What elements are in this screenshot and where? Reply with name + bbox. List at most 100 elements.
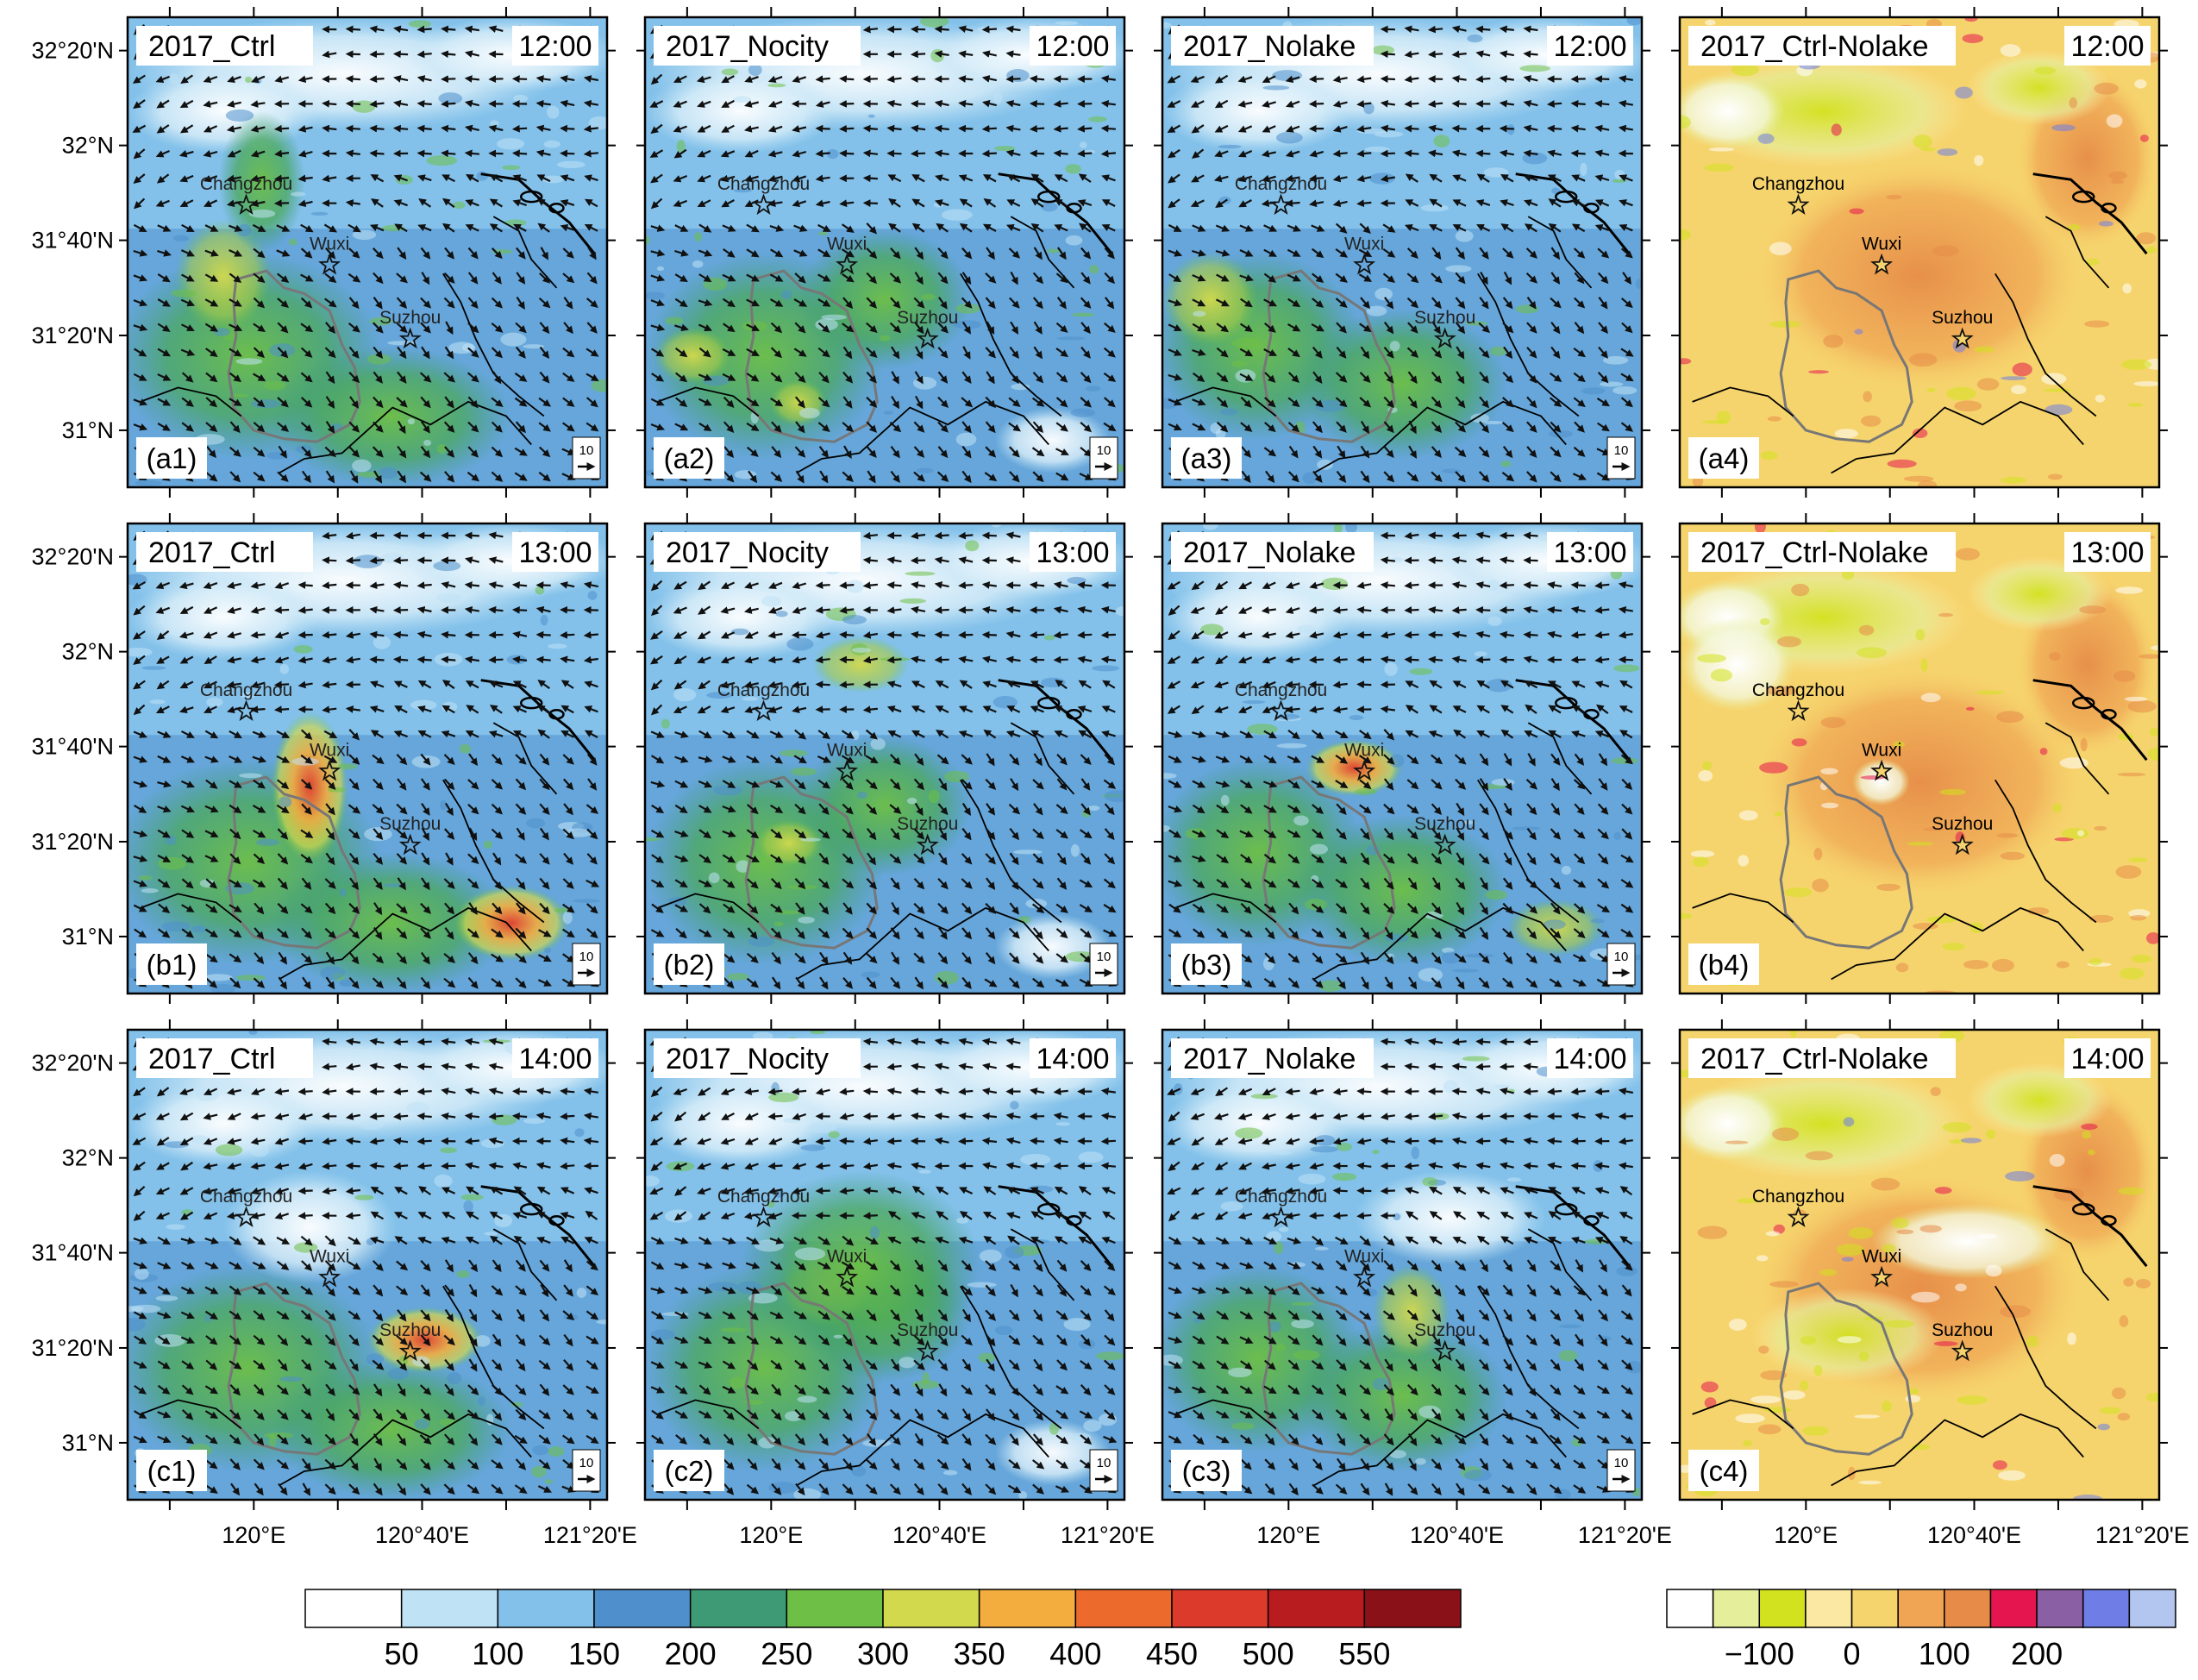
- field-speckle: [2061, 827, 2089, 839]
- field-speckle: [1070, 408, 1096, 417]
- city-label: Wuxi: [1862, 740, 1901, 760]
- field-speckle: [767, 83, 786, 88]
- field-speckle: [817, 231, 829, 235]
- field-speckle: [1767, 416, 1782, 422]
- field-speckle: [928, 789, 940, 804]
- colorbar-swatch: [1850, 1589, 1899, 1628]
- field-speckle: [1680, 229, 1692, 241]
- field-speckle: [1742, 1439, 1752, 1447]
- field-speckle: [1078, 1151, 1104, 1163]
- colorbar-swatch: [1944, 1589, 1992, 1628]
- field-speckle: [761, 596, 782, 607]
- field-speckle: [2001, 376, 2026, 380]
- admin-border: [140, 386, 242, 417]
- field-speckle: [463, 1200, 473, 1213]
- field-speckle: [1331, 1172, 1357, 1182]
- field-speckle: [2080, 737, 2088, 752]
- island-outline: [2101, 203, 2117, 214]
- field-speckle: [1985, 1129, 1996, 1139]
- field-speckle: [204, 1314, 212, 1322]
- admin-border: [657, 386, 760, 417]
- lake-taihu-outline: [1262, 269, 1396, 443]
- field-speckle: [1321, 577, 1349, 591]
- panel-id-label: (b3): [1181, 949, 1232, 981]
- lon-tick-label: 121°20'E: [2095, 1522, 2189, 1548]
- field-speckle: [1930, 1087, 1941, 1097]
- field-speckle: [821, 314, 847, 321]
- experiment-label: 2017_Ctrl-Nolake: [1700, 1043, 1929, 1075]
- field-speckle: [1463, 1470, 1492, 1482]
- lat-tick-label: 31°20'N: [31, 1335, 114, 1361]
- field-speckle: [1010, 1100, 1019, 1110]
- field-speckle: [2034, 66, 2057, 75]
- field-speckle: [1820, 768, 1838, 775]
- field-speckle: [1543, 919, 1566, 930]
- field-speckle: [1738, 855, 1749, 867]
- field-speckle: [800, 1144, 825, 1151]
- field-speckle: [1055, 21, 1079, 26]
- field-speckle: [2122, 283, 2132, 294]
- field-speckle: [1089, 265, 1099, 274]
- field-speckle: [1802, 1426, 1829, 1436]
- field-speckle: [1310, 1145, 1338, 1153]
- field-speckle: [1484, 420, 1503, 424]
- field-speckle: [172, 235, 190, 242]
- field-speckle: [1422, 1176, 1438, 1187]
- reference-vector-label: 10: [579, 443, 594, 458]
- field-speckle: [279, 796, 292, 808]
- field-contour: [271, 1358, 511, 1500]
- field-speckle: [1374, 131, 1404, 138]
- city-label: Suzhou: [897, 1320, 958, 1340]
- panel-id-label: (c3): [1182, 1455, 1231, 1487]
- field-speckle: [1041, 202, 1058, 212]
- field-speckle: [2000, 44, 2021, 57]
- city-label: Changzhou: [1235, 1187, 1327, 1207]
- field-speckle: [1293, 1350, 1320, 1361]
- admin-border: [1919, 400, 2084, 446]
- field-speckle: [1789, 1030, 1797, 1037]
- lon-tick-label: 120°40'E: [892, 1522, 986, 1548]
- admin-border: [1313, 429, 1403, 474]
- colorbar-main-label: 250: [761, 1636, 812, 1671]
- field-speckle: [1858, 1351, 1869, 1362]
- field-speckle: [440, 1147, 458, 1154]
- city-label: Changzhou: [717, 174, 810, 194]
- field-speckle: [1791, 583, 1810, 597]
- field-speckle: [158, 856, 186, 870]
- field-speckle: [1731, 62, 1760, 77]
- field-speckle: [2094, 825, 2107, 831]
- city-label: Wuxi: [1862, 1246, 1901, 1266]
- admin-border: [1692, 386, 1794, 417]
- field-speckle: [1515, 78, 1529, 84]
- field-speckle: [1298, 1173, 1326, 1185]
- field-speckle: [1243, 699, 1266, 705]
- field-speckle: [918, 1169, 931, 1174]
- field-speckle: [1602, 355, 1629, 365]
- field-speckle: [1757, 133, 1775, 144]
- field-speckle: [2149, 727, 2159, 737]
- field-speckle: [2106, 114, 2123, 128]
- panel-frame: [126, 522, 609, 995]
- field-speckle: [656, 266, 665, 272]
- time-label: 12:00: [518, 30, 592, 63]
- field-speckle: [1758, 1345, 1769, 1354]
- city-marker-icon: [318, 759, 341, 781]
- field-speckle: [239, 773, 263, 779]
- field-speckle: [497, 138, 525, 150]
- experiment-label-box: [654, 26, 861, 66]
- colorbar-swatch: [400, 1589, 499, 1628]
- city-label: Changzhou: [1235, 174, 1327, 194]
- admin-border: [1401, 400, 1567, 446]
- field-contour: [1162, 252, 1259, 347]
- field-contour: [645, 1081, 837, 1167]
- city-label: Changzhou: [200, 174, 292, 194]
- field-speckle: [264, 380, 286, 391]
- reference-vector-box: [572, 436, 601, 480]
- field-speckle: [2056, 961, 2070, 969]
- field-speckle: [1065, 164, 1081, 174]
- field-speckle: [673, 688, 697, 702]
- field-speckle: [352, 459, 372, 473]
- field-speckle: [1854, 329, 1863, 335]
- field-speckle: [1355, 787, 1377, 795]
- field-speckle: [1759, 617, 1770, 625]
